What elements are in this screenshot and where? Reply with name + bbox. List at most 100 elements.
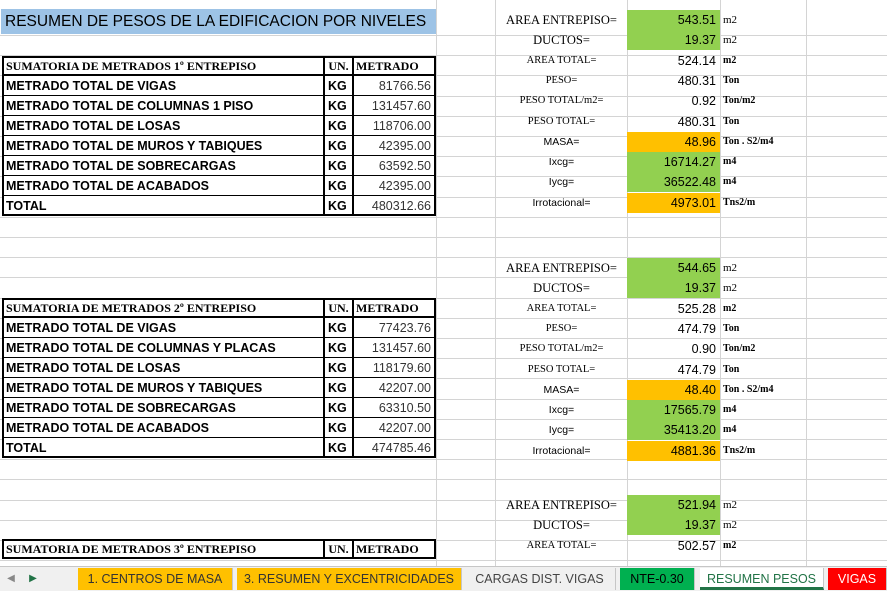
table-row-label: METRADO TOTAL DE COLUMNAS Y PLACAS — [4, 338, 325, 358]
table-row-value: 118706.00 — [354, 116, 434, 136]
chevron-left-icon[interactable]: ◀ — [7, 573, 15, 584]
property-unit: m2 — [723, 262, 738, 274]
table-row-unit: KG — [325, 96, 354, 116]
property-unit: Ton/m2 — [723, 95, 756, 106]
property-label: Irrotacional= — [532, 197, 591, 209]
property-label: DUCTOS= — [533, 518, 590, 532]
property-value: 543.51 — [627, 10, 720, 30]
property-value: 19.37 — [627, 515, 720, 535]
table-row-label: TOTAL — [4, 196, 325, 216]
property-value: 474.79 — [677, 363, 716, 377]
table-row-label: METRADO TOTAL DE MUROS Y TABIQUES — [4, 378, 325, 398]
table-row-unit: KG — [325, 156, 354, 176]
table-row-unit: KG — [325, 358, 354, 378]
table-row-unit: KG — [325, 76, 354, 96]
sheet-tab-3-resumen-y-excentricidades[interactable]: 3. RESUMEN Y EXCENTRICIDADES — [237, 568, 462, 590]
property-value: 0.90 — [691, 342, 716, 356]
property-unit: m4 — [723, 404, 737, 415]
table-row-label: METRADO TOTAL DE LOSAS — [4, 116, 325, 136]
table-row-value: 42207.00 — [354, 378, 434, 398]
table-row-label: METRADO TOTAL DE SOBRECARGAS — [4, 398, 325, 418]
property-label: MASA= — [543, 136, 580, 148]
table-row-label: TOTAL — [4, 438, 325, 458]
table-header-title: SUMATORIA DE METRADOS 1º ENTREPISO — [4, 57, 325, 76]
table-header-unit: UN. — [325, 57, 354, 76]
table-row-unit: KG — [325, 438, 354, 458]
property-value: 521.94 — [627, 495, 720, 515]
table-row-label: METRADO TOTAL DE VIGAS — [4, 76, 325, 96]
property-unit: Ton — [723, 323, 740, 334]
table-header-unit: UN. — [325, 299, 354, 318]
table-row-label: METRADO TOTAL DE VIGAS — [4, 318, 325, 338]
property-label: AREA ENTREPISO= — [506, 261, 617, 275]
table-row-value: 131457.60 — [354, 338, 434, 358]
table-row-value: 42395.00 — [354, 176, 434, 196]
table-header-metrado: METRADO — [354, 540, 434, 559]
property-label: AREA TOTAL= — [526, 540, 597, 551]
spreadsheet-grid[interactable]: RESUMEN DE PESOS DE LA EDIFICACION POR N… — [0, 0, 887, 566]
table-header-title: SUMATORIA DE METRADOS 3º ENTREPISO — [4, 540, 325, 559]
property-unit: Ton — [723, 364, 740, 375]
property-unit: Ton . S2/m4 — [723, 136, 774, 147]
property-label: PESO TOTAL= — [527, 364, 596, 375]
table-row-value: 131457.60 — [354, 96, 434, 116]
table-header-metrado: METRADO — [354, 299, 434, 318]
property-unit: m4 — [723, 176, 737, 187]
table-row-label: METRADO TOTAL DE SOBRECARGAS — [4, 156, 325, 176]
chevron-right-icon[interactable]: ▶ — [29, 573, 37, 584]
sheet-tab-resumen-pesos[interactable]: RESUMEN PESOS — [700, 568, 824, 590]
property-value: 525.28 — [677, 302, 716, 316]
table-row-label: METRADO TOTAL DE LOSAS — [4, 358, 325, 378]
table-row-value: 81766.56 — [354, 76, 434, 96]
property-unit: m4 — [723, 156, 737, 167]
property-value: 502.57 — [677, 539, 716, 553]
property-value: 480.31 — [677, 74, 716, 88]
table-row-label: METRADO TOTAL DE ACABADOS — [4, 176, 325, 196]
property-value: 524.14 — [677, 54, 716, 68]
table-row-unit: KG — [325, 318, 354, 338]
table-row-unit: KG — [325, 136, 354, 156]
property-unit: Ton . S2/m4 — [723, 384, 774, 395]
property-value: 48.40 — [627, 380, 720, 400]
sheet-tab-cargas-dist-vigas[interactable]: CARGAS DIST. VIGAS — [464, 568, 616, 590]
property-unit: Ton — [723, 116, 740, 127]
sheet-tab-vigas[interactable]: VIGAS — [828, 568, 887, 590]
table-row-unit: KG — [325, 418, 354, 438]
property-label: AREA ENTREPISO= — [506, 13, 617, 27]
property-unit: m2 — [723, 499, 738, 511]
property-label: PESO= — [545, 75, 578, 86]
property-value: 4881.36 — [627, 441, 720, 461]
table-row-unit: KG — [325, 116, 354, 136]
table-row-unit: KG — [325, 196, 354, 216]
sheet-tab-1-centros-de-masa[interactable]: 1. CENTROS DE MASA — [78, 568, 233, 590]
table-row-value: 63592.50 — [354, 156, 434, 176]
property-unit: m2 — [723, 282, 738, 294]
property-unit: m4 — [723, 424, 737, 435]
property-label: AREA TOTAL= — [526, 303, 597, 314]
property-unit: m2 — [723, 55, 737, 66]
table-row-unit: KG — [325, 398, 354, 418]
table-row-value: 480312.66 — [371, 199, 431, 213]
sheet-tab-nte-0-30[interactable]: NTE-0.30 — [620, 568, 695, 590]
property-value: 19.37 — [627, 278, 720, 298]
table-row-value: 42207.00 — [354, 418, 434, 438]
sheet-title: RESUMEN DE PESOS DE LA EDIFICACION POR N… — [1, 9, 436, 34]
property-value: 17565.79 — [627, 400, 720, 420]
property-label: Ixcg= — [548, 404, 575, 416]
property-unit: Tns2/m — [723, 445, 756, 456]
property-label: PESO TOTAL= — [527, 116, 596, 127]
property-value: 480.31 — [677, 115, 716, 129]
property-label: Irrotacional= — [532, 445, 591, 457]
property-label: Ixcg= — [548, 156, 575, 168]
property-value: 16714.27 — [627, 152, 720, 172]
property-value: 544.65 — [627, 258, 720, 278]
property-unit: m2 — [723, 34, 738, 46]
property-unit: m2 — [723, 519, 738, 531]
table-row-label: METRADO TOTAL DE ACABADOS — [4, 418, 325, 438]
property-unit: m2 — [723, 540, 737, 551]
property-unit: Ton — [723, 75, 740, 86]
property-label: AREA ENTREPISO= — [506, 498, 617, 512]
table-header-metrado: METRADO — [354, 57, 434, 76]
property-unit: m2 — [723, 303, 737, 314]
property-unit: m2 — [723, 14, 738, 26]
